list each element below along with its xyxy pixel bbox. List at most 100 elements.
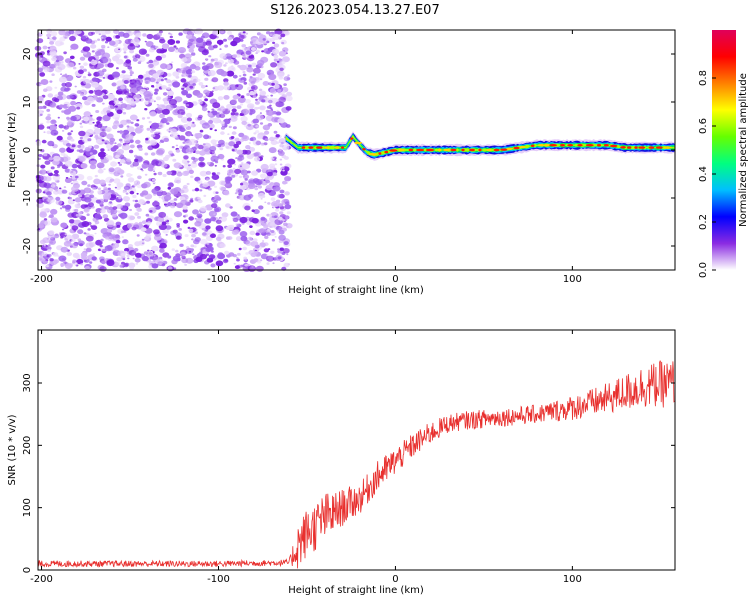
noise-dot <box>278 150 285 156</box>
noise-dot <box>275 111 282 116</box>
noise-dot <box>141 255 149 262</box>
noise-dot <box>181 158 189 165</box>
noise-dot <box>255 232 260 236</box>
noise-dot <box>181 89 189 96</box>
noise-dot <box>100 156 104 160</box>
noise-dot <box>39 204 43 206</box>
noise-dot <box>132 161 139 167</box>
noise-dot <box>94 174 98 178</box>
noise-dot <box>37 223 45 229</box>
noise-dot <box>59 147 66 153</box>
noise-dot <box>184 234 189 238</box>
noise-dot <box>213 58 219 62</box>
noise-dot <box>60 262 65 267</box>
noise-dot <box>143 251 149 255</box>
noise-dot <box>39 181 47 188</box>
noise-dot <box>102 102 105 105</box>
noise-dot <box>90 44 97 49</box>
noise-dot <box>286 211 291 215</box>
noise-dot <box>123 230 127 233</box>
noise-dot <box>70 130 74 133</box>
noise-dot <box>139 99 142 101</box>
noise-dot <box>251 170 259 176</box>
figure-title: S126.2023.054.13.27.E07 <box>270 3 439 18</box>
noise-dot <box>72 252 80 258</box>
noise-dot <box>210 58 215 62</box>
noise-dot <box>246 93 251 96</box>
noise-dot <box>72 261 76 264</box>
noise-dot <box>94 124 99 127</box>
noise-dot <box>64 263 73 269</box>
noise-dot <box>87 202 94 208</box>
noise-dot <box>97 49 106 56</box>
noise-dot <box>114 105 118 108</box>
noise-dot <box>177 134 180 137</box>
noise-dot <box>63 236 66 238</box>
noise-dot <box>52 252 59 257</box>
noise-dot <box>173 211 183 218</box>
noise-dot <box>260 163 269 171</box>
noise-dot <box>73 229 77 232</box>
noise-dot <box>148 251 153 255</box>
noise-dot <box>50 119 57 125</box>
noise-dot <box>128 249 137 256</box>
noise-dot <box>202 62 206 65</box>
noise-dot <box>211 203 218 209</box>
noise-dot <box>144 139 151 144</box>
noise-dot <box>198 100 203 105</box>
noise-dot <box>272 262 275 265</box>
noise-dot <box>180 116 189 123</box>
noise-dot <box>67 132 72 136</box>
noise-dot <box>225 179 231 184</box>
noise-dot <box>140 227 147 232</box>
noise-dot <box>182 208 188 213</box>
noise-dot <box>120 119 128 126</box>
noise-dot <box>51 73 55 76</box>
noise-dot <box>156 78 162 82</box>
noise-dot <box>252 95 257 99</box>
noise-dot <box>83 248 87 251</box>
noise-dot <box>44 160 51 165</box>
noise-dot <box>259 122 264 125</box>
noise-dot <box>63 240 72 247</box>
noise-dot <box>191 70 196 74</box>
noise-dot <box>129 190 135 195</box>
noise-dot <box>203 194 207 197</box>
noise-dot <box>124 29 128 33</box>
noise-dot <box>279 144 284 148</box>
noise-dot <box>255 114 264 121</box>
noise-dot <box>270 62 278 68</box>
noise-dot <box>220 186 226 191</box>
noise-dot <box>121 236 124 238</box>
noise-dot <box>129 71 134 75</box>
noise-dot <box>63 109 72 115</box>
noise-dot <box>47 197 55 204</box>
noise-dot <box>202 143 206 146</box>
noise-dot <box>276 216 280 219</box>
noise-dot <box>237 96 246 103</box>
noise-dot <box>286 253 289 256</box>
noise-dot <box>48 230 55 236</box>
noise-dot <box>161 43 170 50</box>
noise-dot <box>126 126 135 133</box>
noise-dot <box>58 29 66 36</box>
noise-dot <box>49 258 54 262</box>
signal-hotspot <box>513 146 520 150</box>
y-tick-label: 10 <box>22 96 33 109</box>
noise-dot <box>62 258 65 261</box>
noise-dot <box>262 124 271 131</box>
noise-dot <box>285 201 290 205</box>
noise-dot <box>122 85 125 88</box>
noise-dot <box>66 121 72 126</box>
noise-dot <box>92 253 95 255</box>
noise-dot <box>136 192 139 195</box>
signal-hotspot <box>567 144 574 147</box>
noise-dot <box>185 87 191 91</box>
noise-dot <box>69 236 74 240</box>
noise-dot <box>39 83 43 86</box>
noise-dot <box>60 246 69 253</box>
noise-dot <box>261 180 268 186</box>
signal-track-band <box>285 135 675 157</box>
noise-dot <box>107 46 110 48</box>
